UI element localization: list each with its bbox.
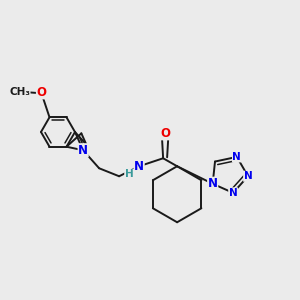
Text: H: H [125, 169, 134, 179]
Text: N: N [134, 160, 144, 173]
Text: O: O [160, 127, 170, 140]
Text: N: N [208, 177, 218, 190]
Text: N: N [232, 152, 241, 162]
Text: N: N [78, 144, 88, 157]
Text: N: N [229, 188, 238, 198]
Text: CH₃: CH₃ [9, 87, 30, 97]
Text: N: N [244, 171, 252, 181]
Text: O: O [37, 86, 46, 99]
